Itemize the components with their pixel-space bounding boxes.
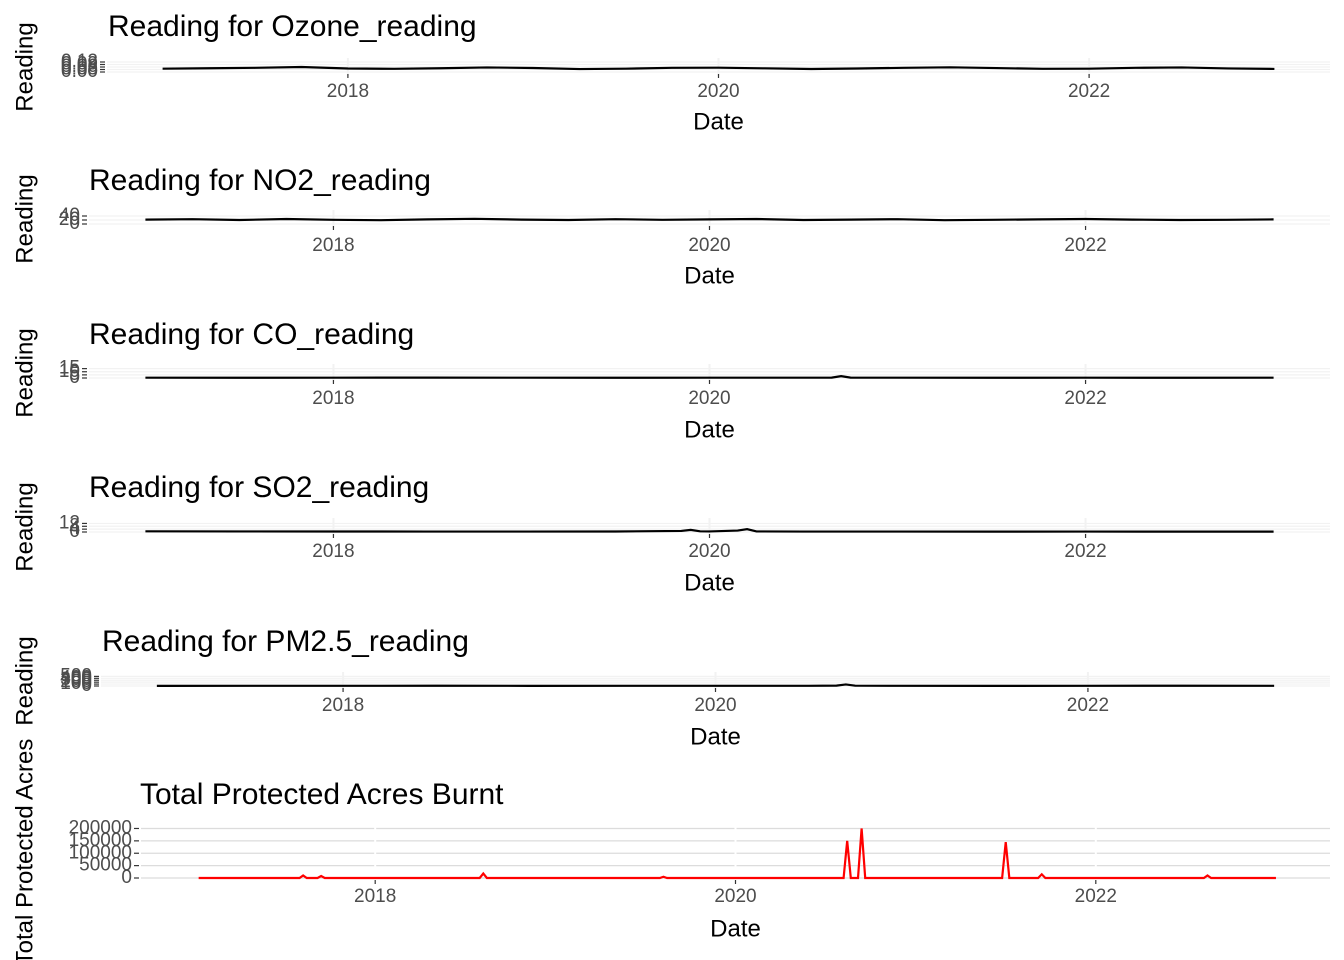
y-tick-label: 0.03 [61, 59, 98, 80]
y-tick-label: 0 [69, 213, 80, 234]
x-axis-title: Date [693, 108, 744, 135]
y-tick-label: 0.09 [61, 54, 98, 75]
y-tick-label: 0.12 [61, 51, 98, 72]
chart-title: Reading for Ozone_reading [108, 10, 477, 43]
y-tick-label: 15 [59, 358, 80, 379]
x-axis-title: Date [690, 723, 741, 750]
y-axis-title: Reading [11, 174, 38, 263]
y-axis-title: Reading [11, 22, 38, 111]
y-tick-label: 400 [60, 667, 92, 688]
data-line [145, 375, 1274, 379]
y-tick-label: 200 [60, 671, 92, 692]
y-tick-label: 50000 [79, 855, 132, 876]
x-tick-label: 2020 [688, 235, 730, 256]
chart-title: Total Protected Acres Burnt [140, 778, 504, 811]
y-tick-label: 0 [69, 367, 80, 388]
y-axis-title: Total Protected Acres [11, 739, 38, 960]
x-tick-label: 2020 [688, 541, 730, 562]
y-tick-label: 0 [69, 521, 80, 542]
y-tick-label: 150000 [69, 830, 132, 851]
x-tick-label: 2022 [1068, 81, 1110, 102]
y-tick-label: 100 [60, 673, 92, 694]
x-tick-label: 2018 [327, 81, 369, 102]
y-tick-label: 5 [69, 364, 80, 385]
x-tick-label: 2020 [694, 695, 736, 716]
chart-title: Reading for PM2.5_reading [102, 625, 469, 658]
y-tick-label: 10 [59, 361, 80, 382]
x-tick-label: 2018 [312, 541, 354, 562]
y-tick-label: 40 [59, 205, 80, 226]
x-tick-label: 2022 [1064, 388, 1106, 409]
chart-title: Reading for CO_reading [89, 318, 414, 351]
x-tick-label: 2022 [1064, 235, 1106, 256]
chart-title: Reading for NO2_reading [89, 164, 431, 197]
y-tick-label: 100000 [69, 842, 132, 863]
x-tick-label: 2018 [354, 886, 396, 907]
y-tick-label: 0.06 [61, 56, 98, 77]
data-line [145, 217, 1274, 222]
x-tick-label: 2022 [1075, 886, 1117, 907]
y-axis-title: Reading [11, 636, 38, 725]
data-line [198, 828, 1276, 880]
y-tick-label: 4 [69, 518, 80, 539]
data-line [145, 528, 1274, 533]
x-tick-label: 2020 [697, 81, 739, 102]
y-tick-label: 200000 [69, 817, 132, 838]
y-tick-label: 12 [59, 512, 80, 533]
y-tick-label: 0.00 [61, 61, 98, 82]
x-tick-label: 2020 [714, 886, 756, 907]
y-tick-label: 300 [60, 669, 92, 690]
y-axis-title: Reading [11, 482, 38, 571]
y-axis-title: Reading [11, 328, 38, 417]
y-tick-label: 500 [60, 665, 92, 686]
x-tick-label: 2020 [688, 388, 730, 409]
x-axis-title: Date [710, 915, 761, 942]
x-tick-label: 2022 [1064, 541, 1106, 562]
y-tick-label: 0 [121, 867, 132, 888]
data-line [162, 65, 1275, 71]
x-tick-label: 2018 [312, 388, 354, 409]
y-tick-label: 0 [81, 675, 92, 696]
x-axis-title: Date [684, 416, 735, 443]
y-tick-label: 8 [69, 515, 80, 536]
x-axis-title: Date [684, 569, 735, 596]
chart-title: Reading for SO2_reading [89, 471, 429, 504]
x-tick-label: 2018 [322, 695, 364, 716]
x-tick-label: 2022 [1067, 695, 1109, 716]
x-axis-title: Date [684, 262, 735, 289]
data-line [156, 683, 1275, 687]
x-tick-label: 2018 [312, 235, 354, 256]
y-tick-label: 20 [59, 209, 80, 230]
